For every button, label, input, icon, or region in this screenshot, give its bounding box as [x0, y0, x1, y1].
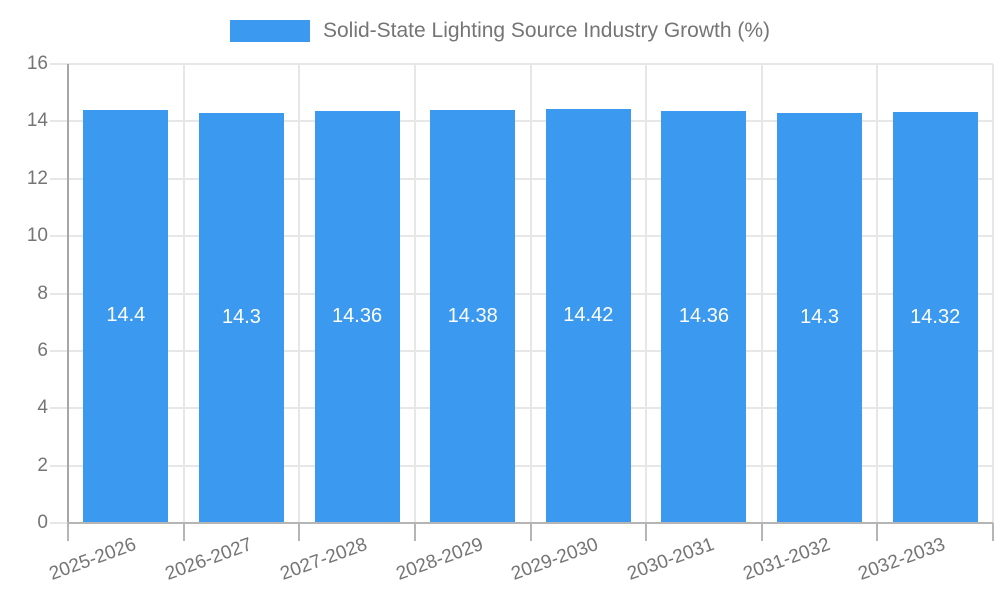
x-axis-tick-label: 2029-2030	[508, 534, 602, 585]
bar-value-label: 14.42	[563, 304, 614, 327]
bar-value-label: 14.36	[332, 305, 383, 328]
y-axis-tick-label: 8	[37, 282, 48, 304]
bar-value-label: 14.38	[447, 304, 498, 327]
bar-2028-2029[interactable]	[430, 110, 516, 522]
bar-2025-2026[interactable]	[83, 109, 169, 522]
x-tick-mark	[992, 523, 994, 541]
y-tick-mark	[50, 177, 68, 180]
x-axis-tick-label: 2032-2033	[855, 534, 949, 585]
x-axis-tick-label: 2028-2029	[393, 534, 486, 585]
x-axis-line	[67, 522, 993, 524]
x-tick-mark	[645, 523, 648, 541]
x-gridline	[760, 64, 763, 523]
y-tick-mark	[50, 407, 68, 410]
y-tick-mark	[50, 464, 68, 467]
x-tick-mark	[876, 523, 879, 541]
y-axis-tick-label: 0	[37, 512, 48, 533]
legend-swatch[interactable]	[229, 20, 310, 42]
x-tick-mark	[182, 523, 185, 541]
legend-label: Solid-State Lighting Source Industry Gro…	[322, 19, 771, 42]
x-axis-tick-label: 2025-2026	[46, 534, 139, 585]
x-axis-tick-label: 2026-2027	[162, 534, 255, 585]
x-axis-tick-label: 2030-2031	[624, 534, 718, 585]
bar-2029-2030[interactable]	[545, 109, 631, 522]
x-tick-mark	[413, 523, 416, 541]
y-axis-line	[67, 64, 69, 524]
bar-value-label: 14.3	[800, 305, 840, 328]
bar-value-label: 14.36	[678, 305, 729, 328]
bar-2030-2031[interactable]	[661, 111, 747, 522]
y-tick-mark	[50, 235, 68, 238]
y-axis-tick-label: 12	[26, 167, 48, 189]
legend[interactable]: Solid-State Lighting Source Industry Gro…	[0, 18, 1000, 44]
y-tick-mark	[50, 292, 68, 295]
x-gridline	[992, 64, 994, 523]
x-axis-tick-label: 2027-2028	[277, 534, 371, 585]
y-tick-mark	[50, 120, 68, 123]
y-tick-mark	[50, 63, 68, 65]
y-tick-mark	[50, 522, 68, 524]
x-tick-mark	[529, 523, 532, 541]
bar-value-label: 14.4	[106, 304, 146, 327]
x-gridline	[182, 64, 185, 523]
x-gridline	[298, 64, 301, 523]
bar-2027-2028[interactable]	[314, 111, 400, 522]
y-axis-tick-label: 16	[26, 53, 48, 74]
y-axis-tick-label: 2	[37, 454, 48, 476]
y-axis-tick-label: 4	[37, 397, 48, 419]
bar-value-label: 14.32	[910, 305, 961, 328]
x-gridline	[876, 64, 879, 523]
x-gridline	[645, 64, 648, 523]
bar-2026-2027[interactable]	[198, 112, 284, 522]
x-tick-mark	[67, 523, 69, 541]
x-tick-mark	[760, 523, 763, 541]
y-tick-mark	[50, 349, 68, 352]
bar-value-label: 14.3	[221, 305, 261, 328]
x-gridline	[529, 64, 532, 523]
x-gridline	[413, 64, 416, 523]
y-axis-tick-label: 10	[26, 225, 48, 247]
bar-2032-2033[interactable]	[892, 112, 978, 522]
y-axis-tick-label: 14	[26, 110, 48, 132]
bar-2031-2032[interactable]	[777, 112, 863, 522]
x-axis-tick-label: 2031-2032	[740, 534, 833, 585]
x-tick-mark	[298, 523, 301, 541]
y-axis-tick-label: 6	[37, 339, 48, 361]
